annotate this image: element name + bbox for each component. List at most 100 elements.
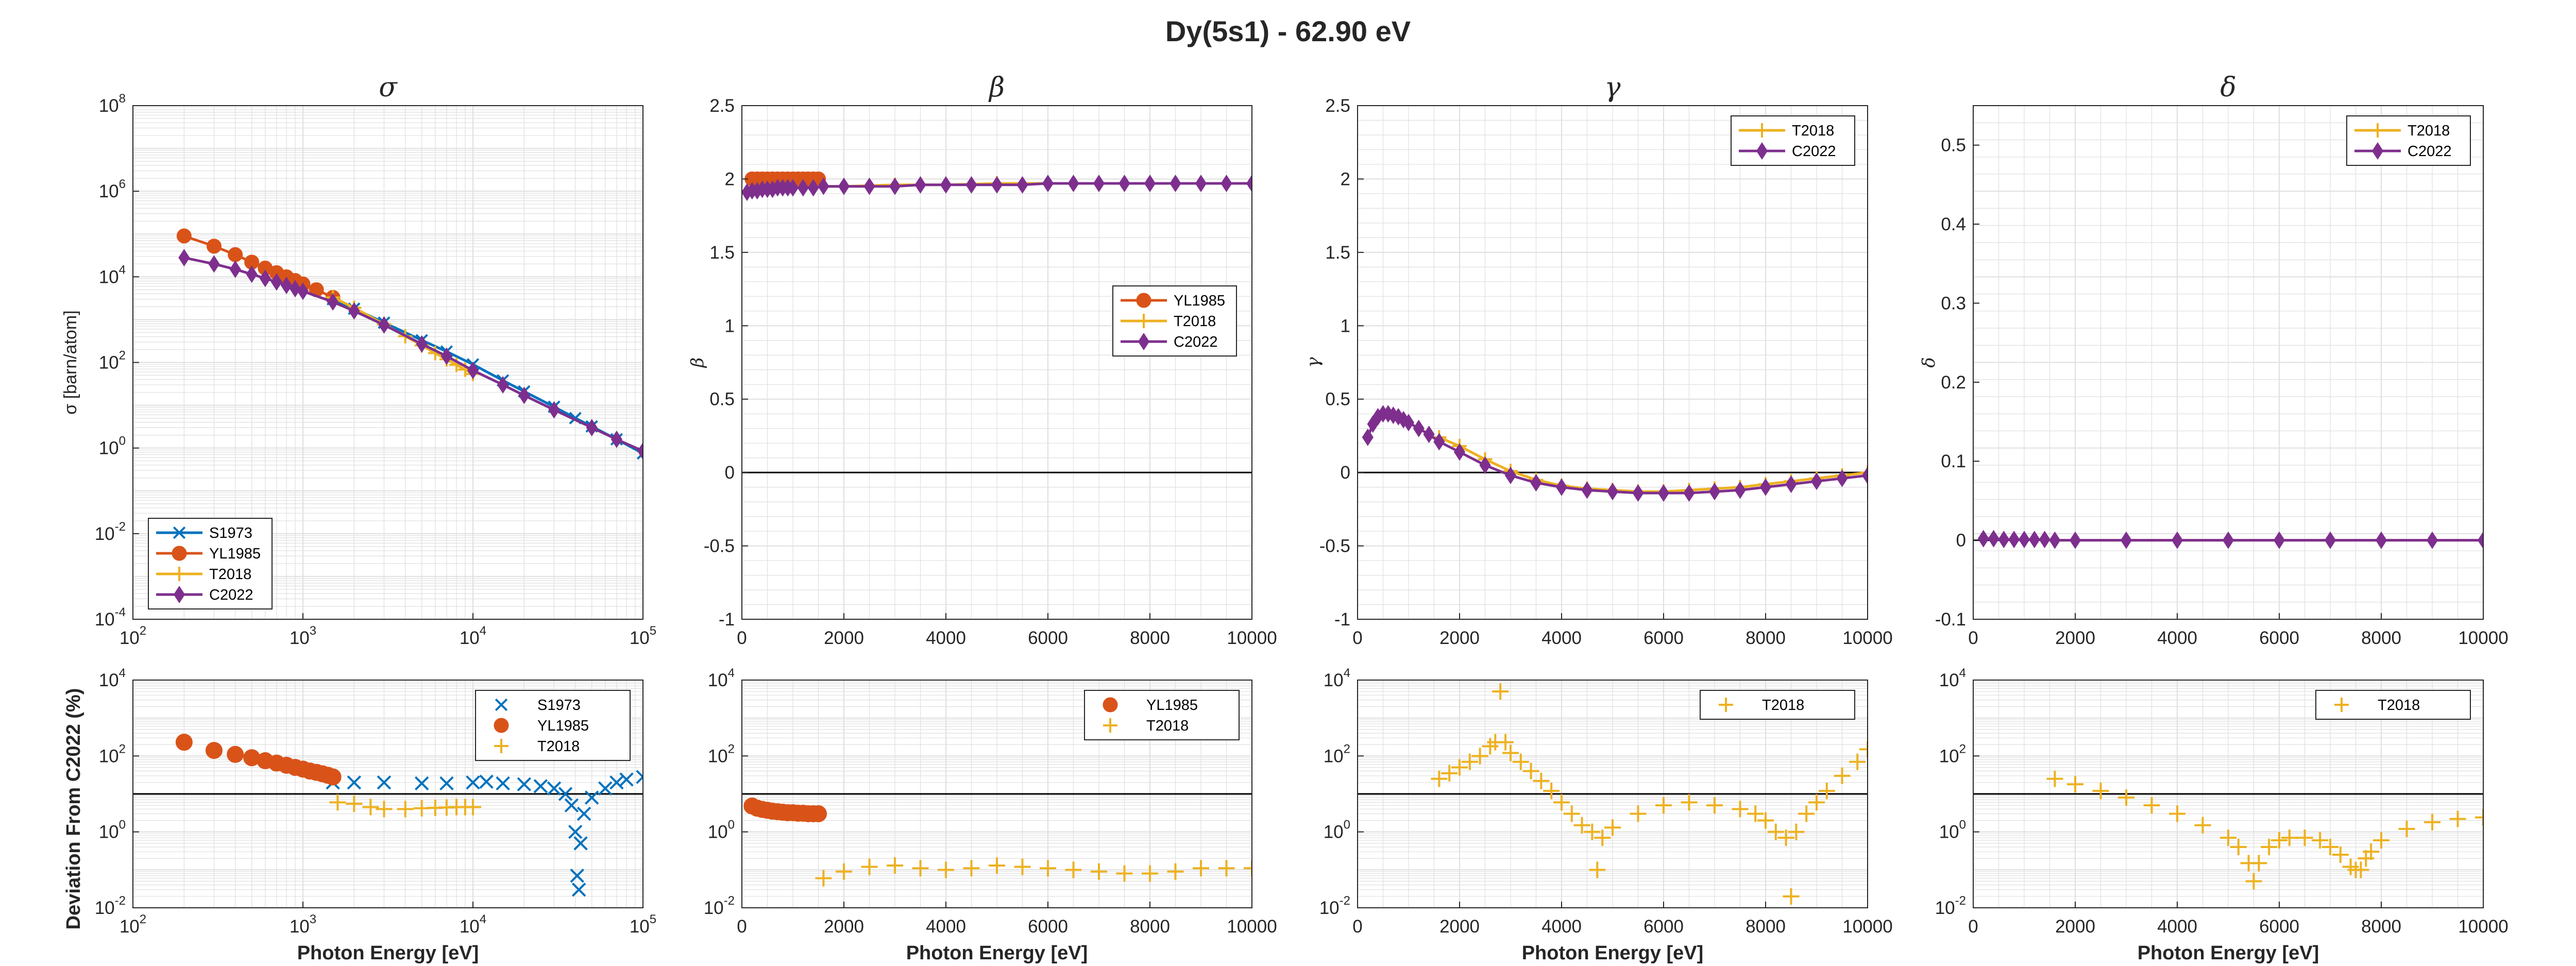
axes-box — [741, 105, 1252, 620]
data-point-c2022 — [1413, 419, 1425, 437]
y-tick-label: 1 — [725, 316, 735, 336]
series-group — [742, 171, 1252, 201]
data-point-t2018 — [1167, 863, 1184, 880]
data-point-c2022 — [1402, 414, 1415, 432]
x-tick-base: 10 — [630, 628, 650, 648]
y-tick-exponent: 0 — [1959, 818, 1966, 832]
data-point-c2022 — [2069, 531, 2081, 549]
data-point-c2022 — [2273, 531, 2285, 549]
panel-gamma: 0 2000 4000 6000 8000 10000 -1 -0.5 0 0.5 1 1.5 2 2.5… — [1303, 72, 1893, 648]
legend-label: YL1985 — [209, 546, 261, 562]
data-point-c2022 — [297, 282, 309, 300]
data-point-t2018 — [1630, 805, 1647, 822]
legend-marker-c2022 — [1138, 332, 1150, 351]
data-point-t2018 — [346, 795, 363, 812]
data-point-c2022 — [1433, 433, 1445, 451]
axes-box — [1357, 680, 1868, 908]
data-point-t2018 — [1492, 683, 1509, 700]
x-tick-label: 102 — [120, 912, 146, 937]
data-point-t2018 — [397, 801, 414, 818]
y-tick-base: 10 — [99, 670, 119, 690]
y-tick-label: 0.5 — [1941, 135, 1966, 156]
y-tick-base: 10 — [1324, 746, 1344, 766]
data-point-c2022 — [965, 176, 977, 194]
data-point-c2022 — [2426, 531, 2438, 549]
y-tick-label: 100 — [708, 818, 735, 842]
x-tick-label: 2000 — [2055, 628, 2095, 648]
series-t2018 — [1431, 683, 1868, 905]
data-point-c2022 — [2375, 531, 2387, 549]
legend-marker-t2018 — [2370, 123, 2385, 138]
x-tick-base: 10 — [290, 628, 310, 648]
series-c2022 — [1977, 530, 2483, 549]
y-axis-label: γ — [1303, 357, 1324, 368]
y-tick-exponent: 2 — [728, 742, 735, 756]
data-point-t2018 — [2398, 820, 2415, 837]
legend-label: YL1985 — [537, 718, 589, 734]
data-point-t2018 — [1655, 797, 1672, 814]
panel-title: β — [988, 72, 1005, 103]
y-tick-exponent: 4 — [728, 666, 735, 680]
data-point-t2018 — [1244, 860, 1252, 877]
data-point-t2018 — [2143, 797, 2160, 814]
x-tick-label: 4000 — [926, 628, 966, 648]
x-tick-base: 10 — [120, 917, 140, 937]
data-point-c2022 — [1657, 484, 1670, 502]
data-point-t2018 — [963, 860, 980, 877]
legend: T2018 — [2315, 690, 2471, 720]
data-point-c2022 — [1785, 475, 1797, 493]
x-tick-label: 10000 — [2458, 917, 2508, 937]
data-point-c2022 — [1810, 472, 1823, 490]
data-point-s1973 — [558, 787, 573, 801]
series-group — [1362, 405, 1868, 502]
data-point-t2018 — [1584, 823, 1601, 840]
legend-label: T2018 — [537, 738, 580, 755]
legend-label: T2018 — [1762, 697, 1804, 714]
y-tick-label: 100 — [99, 818, 126, 842]
data-point-c2022 — [229, 260, 241, 278]
y-tick-base: 10 — [708, 822, 728, 842]
data-point-c2022 — [2171, 531, 2183, 549]
y-tick-label: 102 — [99, 349, 126, 373]
y-tick-label: 10-2 — [1319, 894, 1350, 918]
panel-beta: 0 2000 4000 6000 8000 10000 -1 -0.5 0 0.5 1 1.5 2 2.5… — [687, 72, 1277, 648]
series-s1973 — [326, 770, 643, 897]
data-point-c2022 — [1977, 530, 1989, 548]
legend-marker-t2018 — [494, 739, 509, 753]
data-point-c2022 — [787, 179, 799, 197]
y-axis-label: δ — [1919, 357, 1939, 367]
y-tick-exponent: 4 — [119, 263, 126, 277]
y-tick-base: 10 — [1935, 898, 1955, 918]
data-point-t2018 — [2424, 814, 2441, 831]
figure-suptitle: Dy(5s1) - 62.90 eV — [1165, 15, 1411, 47]
data-point-t2018 — [1834, 767, 1851, 784]
data-point-t2018 — [1522, 762, 1539, 779]
y-tick-label: 104 — [1939, 666, 1966, 690]
legend: S1973 YL1985 T2018 C2022 — [148, 518, 273, 609]
legend-marker-t2018 — [2334, 698, 2349, 712]
y-tick-label: 0 — [725, 463, 735, 483]
data-point-t2018 — [1589, 861, 1606, 878]
y-tick-exponent: 2 — [1959, 742, 1966, 756]
data-point-s1973 — [636, 770, 643, 784]
y-tick-exponent: 2 — [119, 349, 126, 363]
data-point-c2022 — [348, 302, 360, 320]
data-point-yl1985 — [176, 228, 192, 244]
data-point-c2022 — [1016, 176, 1028, 194]
data-point-c2022 — [1683, 484, 1695, 502]
y-tick-label: 0 — [1956, 531, 1966, 551]
data-point-t2018 — [836, 863, 852, 880]
data-point-c2022 — [1998, 531, 2010, 549]
data-point-t2018 — [2271, 832, 2287, 849]
y-tick-label: 104 — [99, 263, 126, 287]
x-tick-base: 10 — [290, 917, 310, 937]
data-point-c2022 — [611, 430, 622, 448]
series-t2018 — [329, 794, 481, 818]
data-point-t2018 — [1116, 865, 1133, 882]
data-point-t2018 — [1502, 744, 1519, 761]
data-point-c2022 — [1246, 174, 1252, 192]
data-point-t2018 — [2169, 805, 2185, 822]
y-tick-exponent: 0 — [119, 818, 126, 832]
